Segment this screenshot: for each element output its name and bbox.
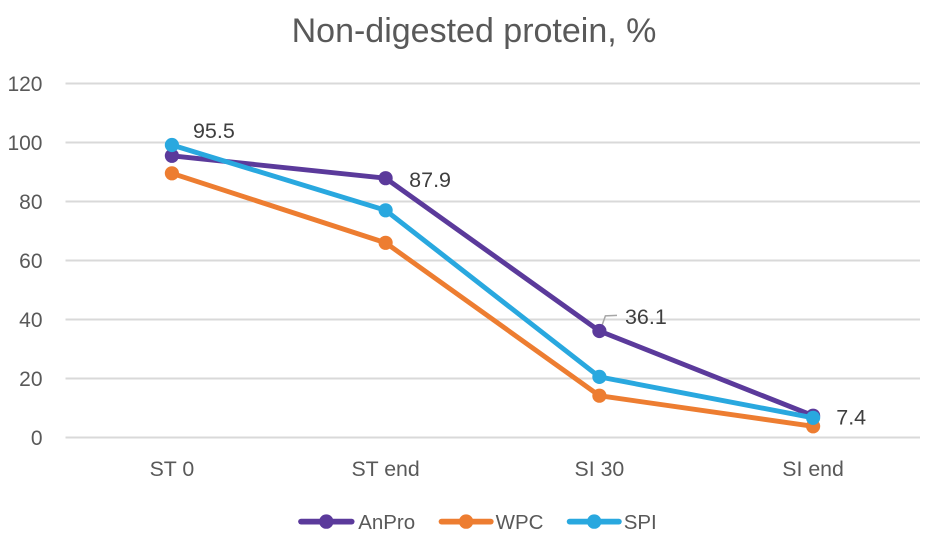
svg-text:0: 0 bbox=[31, 427, 43, 450]
svg-text:SI 30: SI 30 bbox=[575, 457, 625, 481]
svg-text:7.4: 7.4 bbox=[836, 406, 866, 430]
svg-text:36.1: 36.1 bbox=[625, 305, 667, 329]
svg-text:ST end: ST end bbox=[351, 457, 419, 481]
svg-text:40: 40 bbox=[19, 309, 42, 332]
svg-text:SI end: SI end bbox=[782, 457, 844, 481]
svg-text:Non-digested protein, %: Non-digested protein, % bbox=[292, 12, 657, 50]
svg-text:80: 80 bbox=[19, 191, 42, 214]
svg-text:SPI: SPI bbox=[624, 511, 657, 534]
svg-text:AnPro: AnPro bbox=[358, 511, 415, 534]
svg-text:95.5: 95.5 bbox=[193, 119, 235, 143]
svg-text:60: 60 bbox=[19, 250, 42, 273]
svg-text:ST 0: ST 0 bbox=[150, 457, 195, 481]
svg-text:20: 20 bbox=[19, 368, 42, 391]
svg-text:87.9: 87.9 bbox=[409, 168, 451, 192]
svg-text:WPC: WPC bbox=[496, 511, 544, 534]
svg-text:100: 100 bbox=[7, 132, 42, 155]
svg-text:120: 120 bbox=[7, 73, 42, 96]
